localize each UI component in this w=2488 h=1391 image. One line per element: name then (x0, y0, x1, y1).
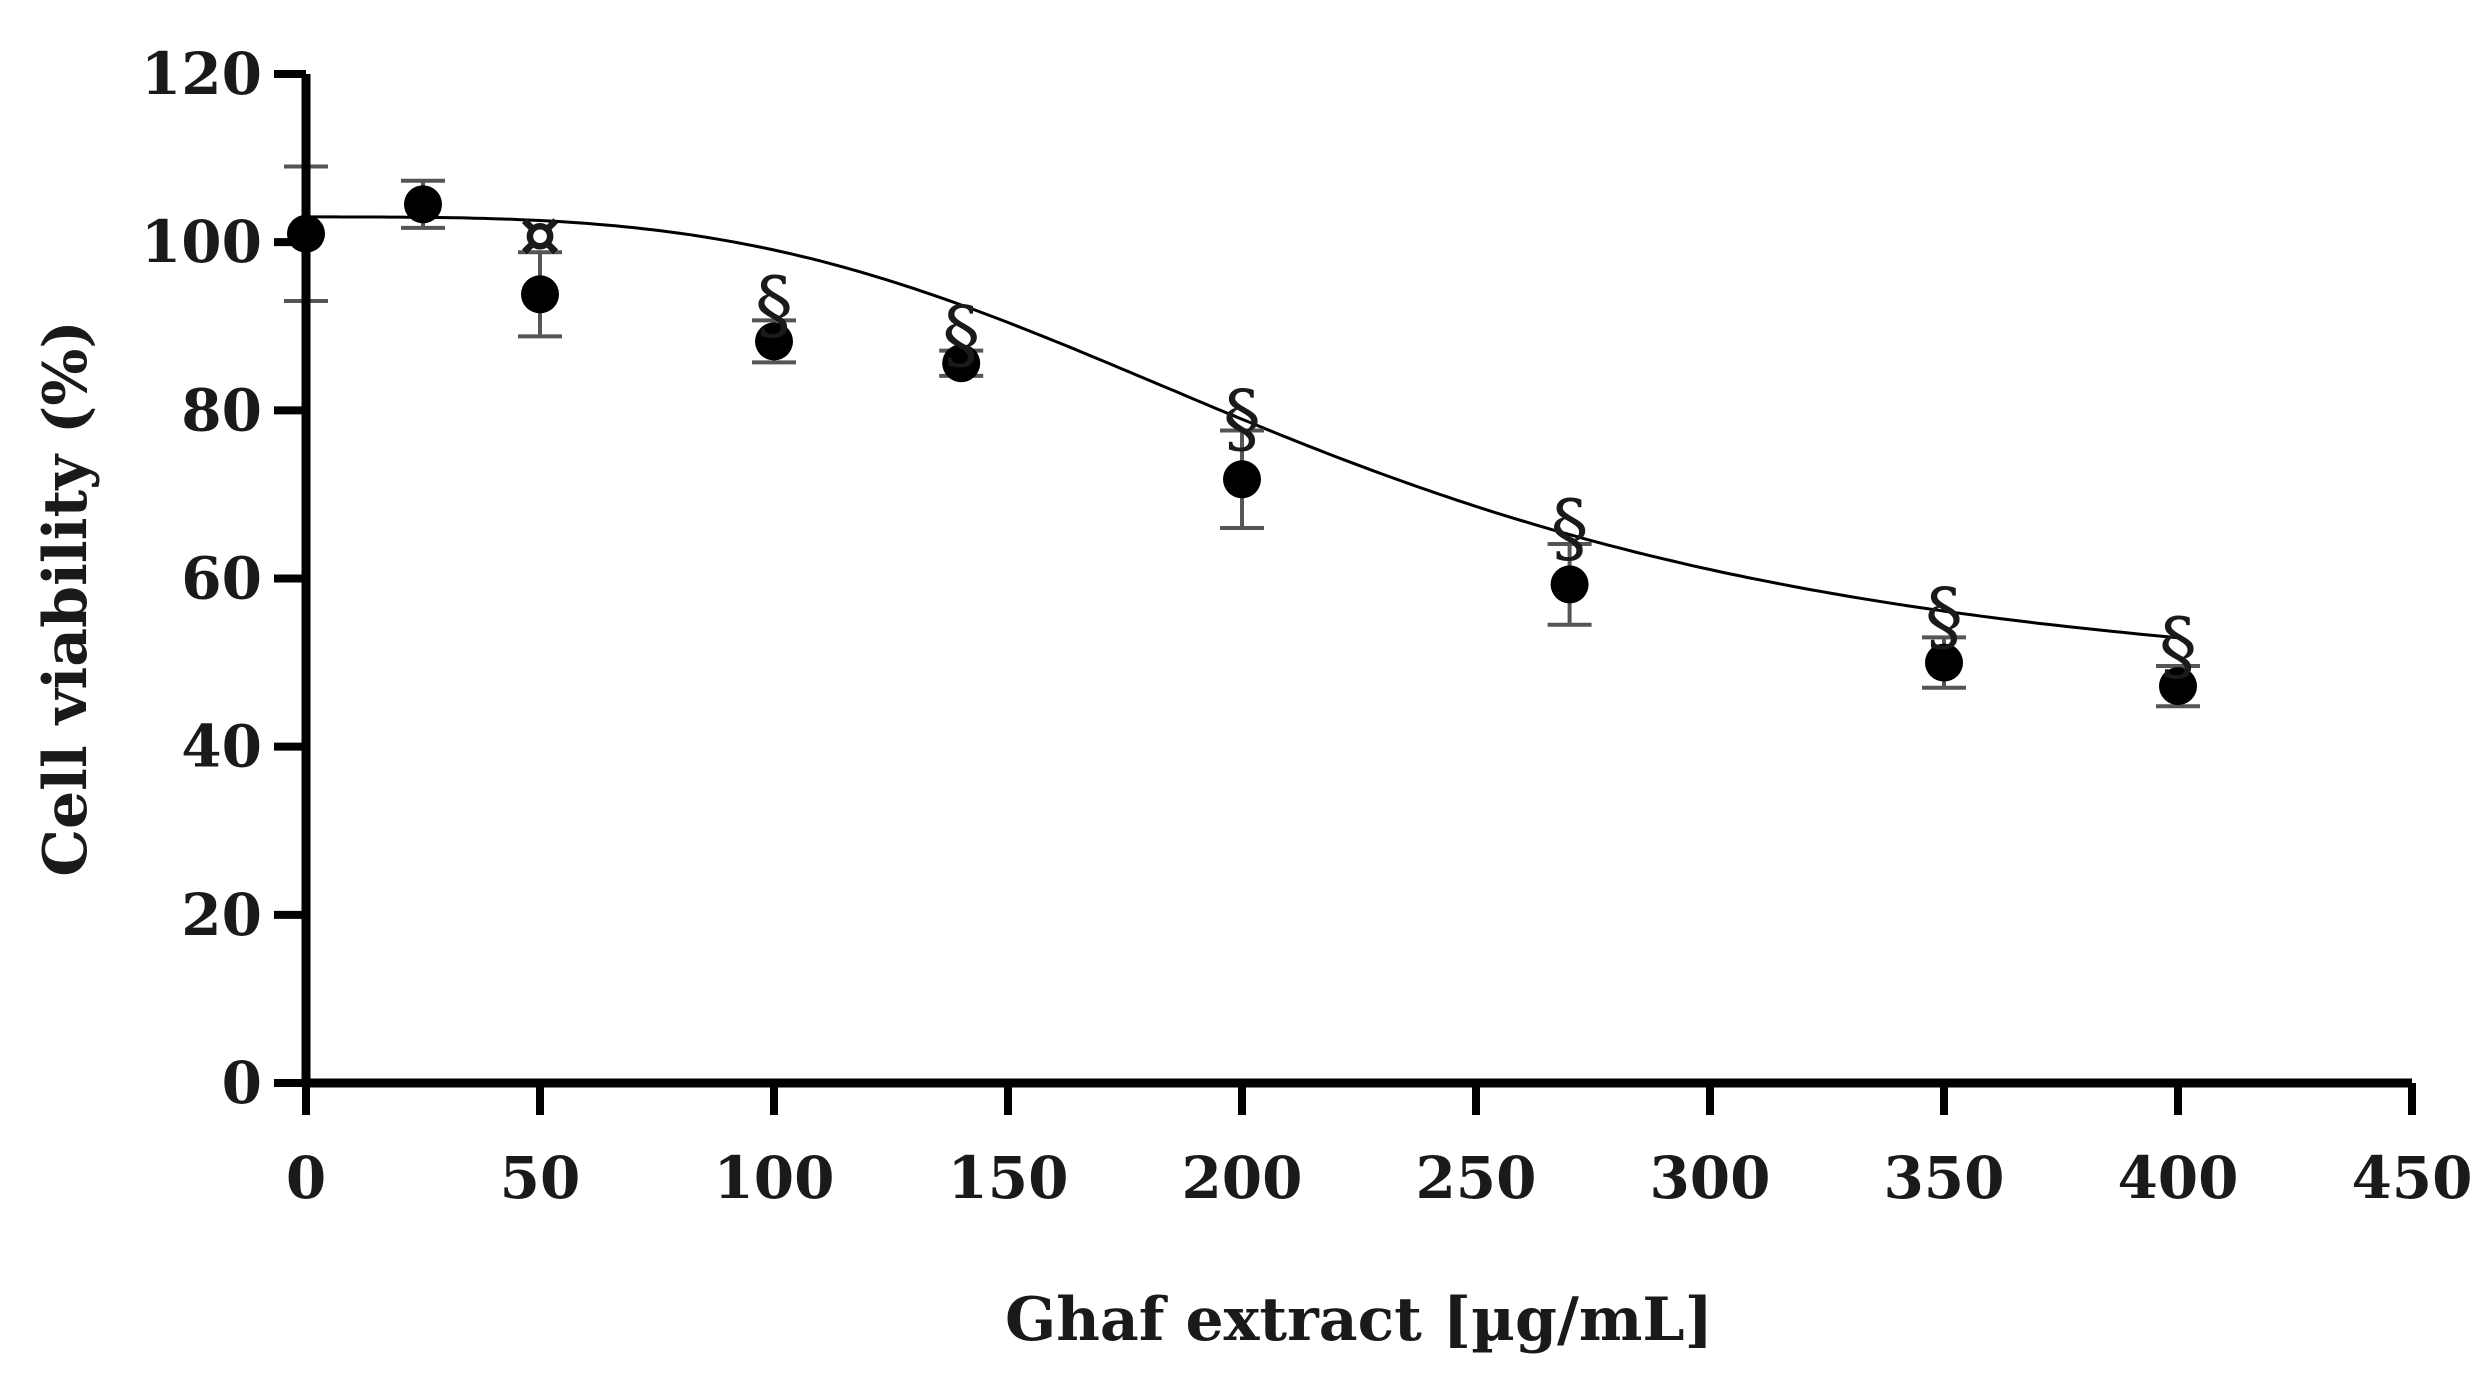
significance-marker: § (942, 290, 980, 379)
significance-marker: § (2159, 601, 2197, 690)
y-tick-label: 80 (181, 376, 262, 444)
y-ticks-layer: 0 20 40 60 80 100 120 (141, 40, 306, 1117)
significance-marker: ¤ (520, 197, 561, 272)
fit-curve-layer (306, 215, 2179, 640)
data-points-layer (287, 185, 2197, 706)
x-tick-label: 450 (2351, 1144, 2472, 1212)
x-tick-label: 150 (947, 1144, 1068, 1212)
annotations-layer: ¤ § § § § § § (520, 197, 2197, 690)
data-point (942, 344, 981, 383)
data-point (521, 275, 559, 314)
data-point (755, 322, 793, 361)
y-tick-label: 60 (181, 545, 262, 613)
x-ticks-layer: 0 50 100 150 200 250 300 350 400 450 (286, 1083, 2473, 1212)
x-tick-label: 50 (500, 1144, 581, 1212)
x-tick-label: 300 (1649, 1144, 1770, 1212)
x-tick-label: 250 (1415, 1144, 1536, 1212)
data-point (404, 185, 442, 224)
significance-marker: § (1925, 571, 1963, 660)
y-tick-label: 20 (181, 881, 262, 949)
y-tick-label: 120 (141, 40, 262, 108)
data-point (2159, 667, 2197, 706)
y-tick-label: 100 (141, 208, 262, 276)
fit-curve (306, 215, 2179, 640)
x-tick-label: 0 (286, 1144, 326, 1212)
x-tick-label: 400 (2117, 1144, 2238, 1212)
significance-marker: § (755, 260, 793, 349)
significance-marker: § (1223, 374, 1261, 463)
x-tick-label: 200 (1181, 1144, 1302, 1212)
data-point (1223, 460, 1261, 499)
x-tick-label: 350 (1883, 1144, 2004, 1212)
data-point (1925, 643, 1963, 682)
data-point (1550, 565, 1589, 604)
y-tick-label: 0 (222, 1049, 262, 1117)
y-axis-title: Cell viability (%) (31, 320, 101, 877)
x-axis-title: Ghaf extract [µg/mL] (1005, 1285, 1713, 1355)
y-tick-label: 40 (181, 713, 262, 781)
x-tick-label: 100 (713, 1144, 834, 1212)
significance-marker: § (1551, 483, 1589, 572)
